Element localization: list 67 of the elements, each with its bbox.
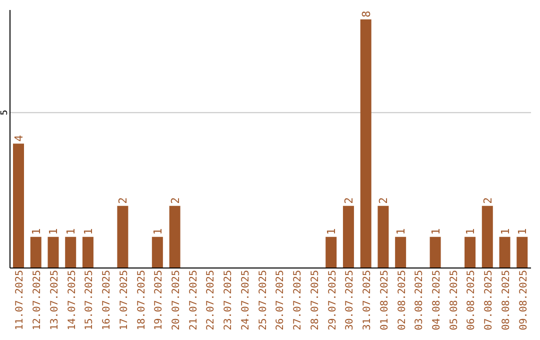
x-tick-label: 01.08.2025 (379, 270, 390, 330)
x-tick-label: 29.07.2025 (327, 270, 338, 330)
bar (499, 236, 510, 268)
x-tick-label: 05.08.2025 (448, 270, 460, 330)
bar (65, 236, 76, 268)
x-tick-label: 26.07.2025 (275, 270, 286, 330)
data-label: 1 (47, 228, 60, 235)
bar (48, 236, 59, 268)
bar (360, 19, 372, 268)
data-label: 2 (377, 197, 390, 204)
data-label: 1 (394, 228, 408, 235)
x-tick-label: 20.07.2025 (170, 270, 182, 330)
data-label: 2 (168, 197, 182, 204)
x-tick-label: 15.07.2025 (84, 270, 96, 330)
bar (482, 206, 493, 268)
bar (13, 144, 24, 268)
bar (342, 206, 354, 268)
data-label: 4 (12, 134, 26, 142)
x-tick-label: 17.07.2025 (118, 270, 130, 330)
data-label: 1 (325, 228, 338, 235)
data-label: 1 (516, 228, 530, 235)
x-tick-label: 18.07.2025 (136, 270, 148, 330)
x-tick-label: 03.08.2025 (414, 270, 426, 330)
x-tick-label: 27.07.2025 (292, 270, 304, 330)
x-tick-label: 28.07.2025 (310, 270, 321, 330)
data-label: 2 (481, 197, 494, 204)
x-tick-label: 14.07.2025 (66, 270, 78, 330)
data-label: 1 (30, 228, 43, 235)
x-tick-label: 23.07.2025 (223, 270, 234, 330)
x-tick-label: 04.08.2025 (431, 270, 442, 330)
data-label: 1 (82, 228, 95, 235)
data-label: 1 (151, 228, 164, 235)
data-label: 8 (360, 10, 373, 18)
bar (326, 236, 337, 268)
x-tick-label: 30.07.2025 (344, 270, 356, 330)
bar (430, 236, 441, 268)
x-tick-label: 21.07.2025 (188, 270, 200, 330)
x-tick-label: 24.07.2025 (240, 270, 252, 330)
bar (117, 206, 128, 268)
x-tick-label: 16.07.2025 (102, 270, 113, 330)
data-label: 2 (342, 197, 356, 204)
x-tick-label: 12.07.2025 (32, 270, 44, 330)
data-label: 1 (464, 228, 478, 235)
bar (152, 236, 163, 268)
x-tick-label: 09.08.2025 (518, 270, 530, 330)
x-tick-label: 08.08.2025 (500, 270, 512, 330)
x-tick-label: 22.07.2025 (206, 270, 217, 330)
x-tick-label: 19.07.2025 (154, 270, 165, 330)
bar (169, 206, 180, 268)
data-label: 1 (498, 228, 512, 235)
x-tick-label: 11.07.2025 (14, 270, 26, 330)
x-tick-label: 06.08.2025 (466, 270, 478, 330)
data-label: 1 (64, 228, 78, 235)
x-tick-label: 13.07.2025 (49, 270, 60, 330)
bar (30, 236, 42, 268)
x-tick-label: 31.07.2025 (362, 270, 374, 330)
x-tick-label: 25.07.2025 (258, 270, 269, 330)
x-tick-label: 07.08.2025 (484, 270, 495, 330)
y-tick-label: 5 (0, 110, 10, 116)
data-label: 2 (116, 197, 130, 204)
x-tick-label: 02.08.2025 (396, 270, 408, 330)
bar (378, 206, 389, 268)
bar (516, 236, 528, 268)
bar (82, 236, 94, 268)
data-label: 1 (429, 228, 442, 235)
bar (395, 236, 406, 268)
bar (464, 236, 476, 268)
